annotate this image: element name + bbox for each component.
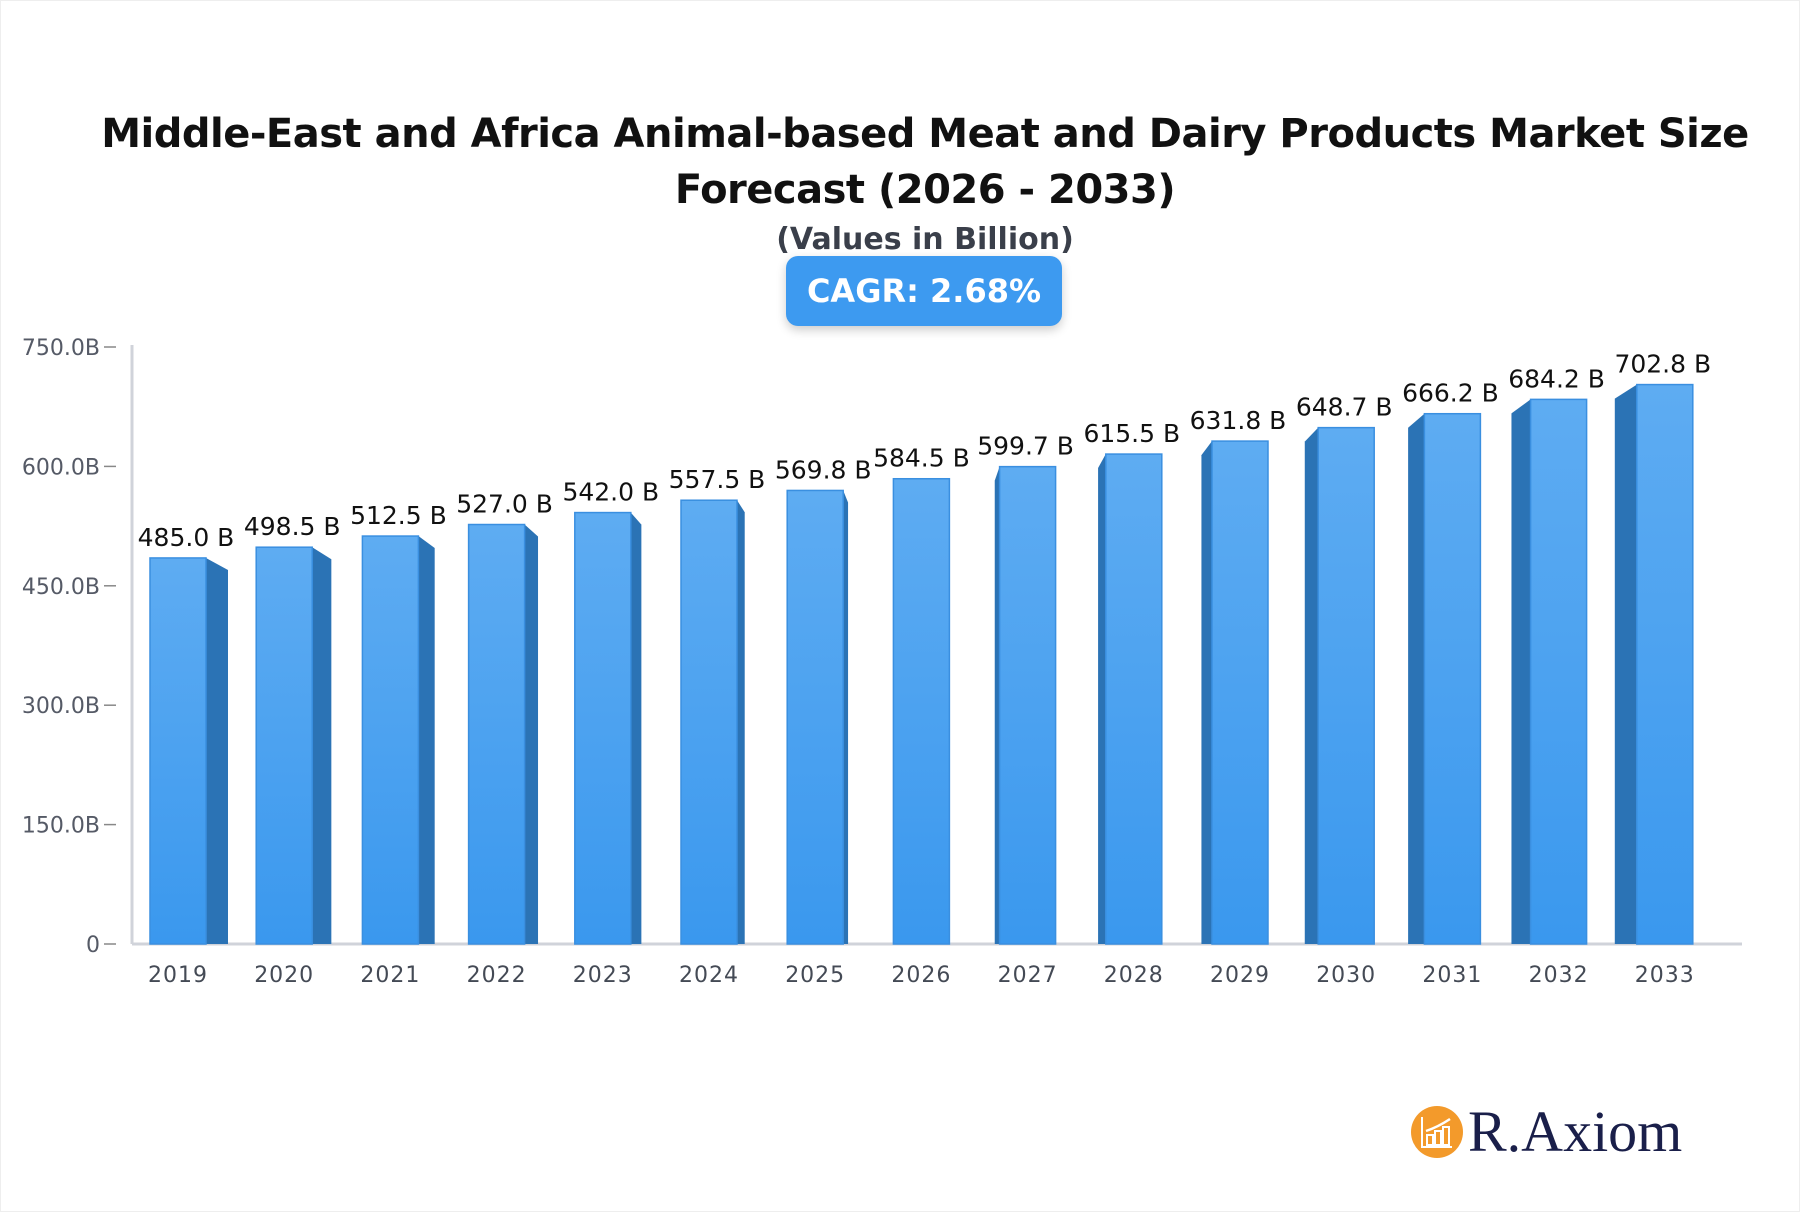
bar-side [994,466,1000,944]
x-tick-label: 2027 [998,963,1058,988]
x-tick-label: 2029 [1210,963,1270,988]
x-tick-label: 2026 [891,963,951,988]
bar [467,523,526,945]
bar-side [737,500,745,944]
data-label: 569.8 B [775,455,872,484]
bar-chart-growth-icon [1411,1105,1463,1158]
data-label: 702.8 B [1614,350,1711,379]
bar [1211,440,1269,945]
bar [361,535,420,945]
bar [255,546,313,945]
x-tick-label: 2024 [679,963,739,988]
data-label: 684.2 B [1508,364,1605,393]
brand-name: R.Axiom [1468,1099,1683,1164]
data-label: 527.0 B [456,490,553,519]
x-tick-label: 2023 [573,963,633,988]
bar-side [630,512,642,944]
y-tick-label: 0 [86,933,100,958]
data-label: 631.8 B [1190,406,1287,435]
x-tick-label: 2033 [1635,963,1695,988]
bar [1105,453,1163,945]
chart-subtitle: (Values in Billion) [776,222,1074,257]
brand-logo: R.Axiom [1410,1098,1682,1165]
data-label: 648.7 B [1296,393,1393,422]
data-label: 557.5 B [669,465,766,494]
data-label: 666.2 B [1402,379,1499,408]
cagr-badge: CAGR: 2.68% [786,256,1062,326]
bar [1636,383,1694,945]
bar-side [1408,413,1425,944]
x-tick-label: 2022 [467,963,527,988]
y-tick-label: 300.0B [22,694,100,719]
chart-title: Middle-East and Africa Animal-based Meat… [101,111,1749,213]
bar [1317,426,1375,945]
bar-side [1098,454,1106,944]
data-label: 498.5 B [244,512,341,541]
x-tick-label: 2019 [148,963,208,988]
bar-side [1304,427,1319,945]
bar-side [1201,441,1212,944]
data-label: 599.7 B [977,432,1074,461]
x-tick-label: 2025 [785,963,845,988]
bar [680,499,738,945]
bar [892,477,951,945]
bar-side [1511,399,1531,944]
data-label: 584.5 B [873,444,970,473]
x-tick-label: 2021 [360,963,420,988]
data-label: 542.0 B [562,478,659,507]
x-tick-label: 2028 [1104,963,1164,988]
bar [1423,412,1482,945]
bar-side [206,557,228,944]
y-tick-label: 450.0B [22,575,100,600]
x-tick-label: 2030 [1316,963,1376,988]
bar [1529,398,1588,945]
x-tick-label: 2031 [1422,963,1482,988]
y-tick-label: 150.0B [22,814,100,839]
x-tick-label: 2032 [1529,963,1589,988]
bar [998,465,1057,945]
bar-side [1614,384,1637,945]
y-tick-label: 750.0B [22,336,100,361]
bar [786,489,844,945]
data-label: 512.5 B [350,501,447,530]
bar [149,557,207,945]
x-tick-label: 2020 [254,963,314,988]
bar [574,511,632,945]
bar-side [843,490,849,944]
bar-side [524,524,539,944]
data-label: 485.0 B [138,523,235,552]
data-label: 615.5 B [1083,419,1180,448]
bar-side [418,536,435,944]
y-tick-label: 600.0B [22,455,100,480]
bar-side [312,547,332,944]
